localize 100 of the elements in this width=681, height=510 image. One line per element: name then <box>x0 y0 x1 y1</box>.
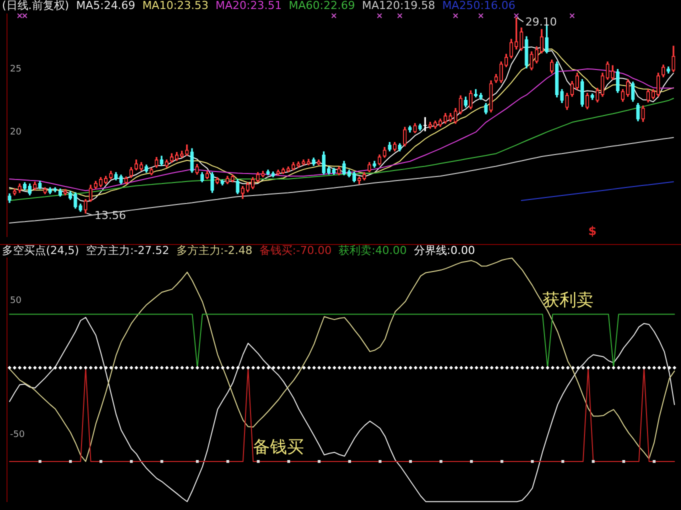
y-tick-label: 50 <box>10 296 22 306</box>
text: MA120:19.58 <box>362 0 436 12</box>
y-tick-label: -50 <box>10 430 25 440</box>
candlestick <box>378 154 382 166</box>
candlestick <box>347 170 351 178</box>
candlestick <box>590 94 594 100</box>
candlestick <box>109 170 113 180</box>
candlestick <box>332 168 336 175</box>
candlestick <box>524 36 528 68</box>
candlestick <box>448 113 452 122</box>
candlestick <box>596 88 600 102</box>
candlestick <box>78 204 82 212</box>
chart-title: (日线.前复权) <box>2 0 70 12</box>
candlestick <box>84 199 88 214</box>
text: MA60:22.69 <box>288 0 355 12</box>
candlestick <box>484 102 488 114</box>
candlestick <box>337 166 341 176</box>
candlestick <box>210 172 214 193</box>
candlestick <box>565 92 569 110</box>
text: 分界线:0.00 <box>414 244 475 257</box>
candlestick <box>226 176 230 184</box>
candlestick <box>418 124 422 131</box>
text: MA10:23.53 <box>142 0 209 12</box>
candlestick <box>641 105 645 122</box>
candlestick <box>312 158 316 166</box>
candlestick <box>620 89 625 102</box>
annotation: 备钱买 <box>253 437 304 458</box>
candlestick <box>38 180 42 190</box>
candlestick <box>646 89 650 102</box>
candlestick <box>438 118 442 127</box>
candlestick <box>382 146 386 158</box>
candlestick <box>372 160 376 168</box>
candlestick <box>296 161 300 168</box>
candlestick <box>8 193 12 203</box>
candlestick <box>580 79 584 107</box>
candlestick <box>606 61 610 80</box>
text: MA5:24.69 <box>76 0 136 12</box>
annotation: 获利卖 <box>542 290 594 310</box>
candlestick <box>164 160 168 168</box>
candlestick <box>509 38 514 58</box>
candlestick <box>276 170 280 176</box>
candlestick <box>256 172 260 182</box>
candlestick <box>631 82 635 102</box>
text: MA250:16.06 <box>442 0 516 12</box>
candlestick <box>616 69 620 93</box>
candlestick <box>160 156 164 166</box>
candlestick <box>403 126 407 146</box>
text: MA20:23.51 <box>216 0 282 12</box>
candlestick <box>200 172 204 182</box>
series-label: 多方主力:-2.48 <box>176 244 252 257</box>
y-tick-label: 25 <box>10 64 22 75</box>
candlestick <box>68 190 72 200</box>
candlestick <box>302 160 306 166</box>
candlestick <box>306 158 310 166</box>
candlestick <box>352 172 356 182</box>
candlestick <box>195 164 199 175</box>
candlestick <box>413 123 417 134</box>
candlestick <box>530 51 534 70</box>
candlestick <box>342 160 346 176</box>
candlestick <box>636 102 640 122</box>
candlestick <box>190 148 194 173</box>
candlestick <box>444 113 448 124</box>
text: 备钱买:-70.00 <box>259 244 332 257</box>
candlestick <box>316 160 321 166</box>
candlestick <box>534 46 538 64</box>
chart-title: 多空买点(24,5) <box>2 244 80 257</box>
candlestick <box>43 187 47 194</box>
candlestick <box>454 108 458 124</box>
candlestick <box>662 64 666 78</box>
candlestick <box>216 177 220 184</box>
candlestick <box>489 80 493 112</box>
annotation: 13.56 <box>94 209 126 222</box>
candlestick <box>58 188 62 197</box>
candlestick <box>322 151 326 175</box>
candlestick <box>129 167 133 178</box>
candlestick <box>672 46 676 72</box>
text: 空方主力:-27.52 <box>86 244 170 257</box>
candlestick <box>230 174 234 182</box>
candlestick <box>266 170 270 176</box>
candlestick <box>33 182 37 190</box>
candlestick <box>494 74 498 83</box>
candlestick <box>185 144 189 156</box>
candlestick <box>205 170 210 180</box>
candlestick <box>479 92 483 100</box>
candlestick <box>124 176 128 184</box>
candlestick <box>560 89 564 103</box>
annotation: $ <box>588 224 597 238</box>
candlestick <box>261 170 265 178</box>
candlestick <box>600 72 604 97</box>
candlestick <box>499 61 503 83</box>
candlestick <box>74 192 78 209</box>
text: 获利卖:40.00 <box>338 244 407 257</box>
candlestick <box>114 172 118 180</box>
annotation: 29.10 <box>525 16 557 29</box>
candlestick <box>610 65 614 80</box>
candlestick <box>220 180 224 186</box>
candlestick <box>626 79 630 97</box>
y-tick-label: 20 <box>10 128 22 138</box>
candlestick <box>104 176 108 184</box>
candlestick <box>154 157 158 168</box>
